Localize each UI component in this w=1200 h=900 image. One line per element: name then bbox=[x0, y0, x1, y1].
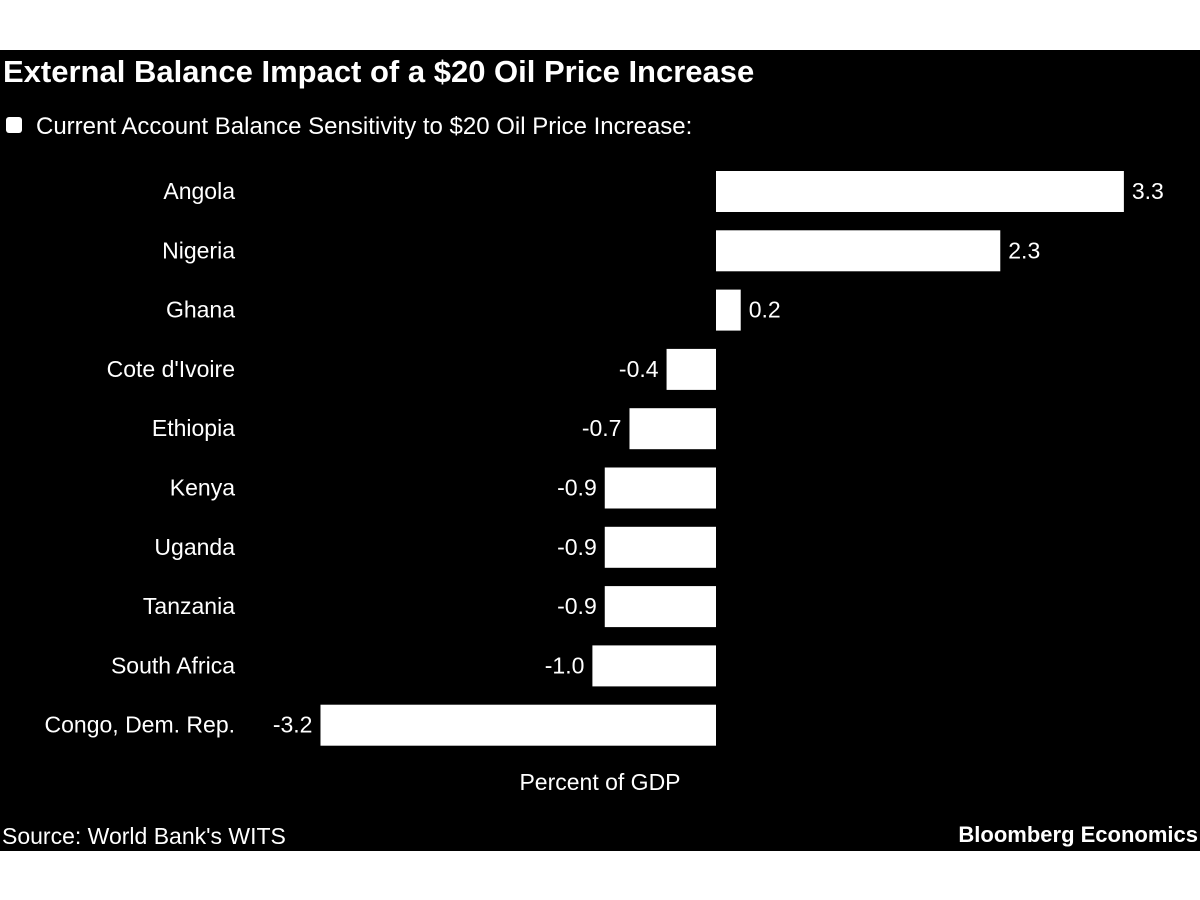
data-label: 3.3 bbox=[1132, 178, 1164, 204]
data-label: 0.2 bbox=[749, 297, 781, 323]
brand-label: Bloomberg Economics bbox=[958, 822, 1198, 847]
legend-swatch bbox=[6, 117, 22, 133]
data-label: -0.9 bbox=[557, 534, 597, 560]
bar bbox=[320, 704, 716, 746]
category-label: South Africa bbox=[111, 652, 235, 678]
data-label: -0.4 bbox=[619, 356, 659, 382]
category-label: Angola bbox=[163, 178, 235, 204]
data-label: -3.2 bbox=[273, 712, 313, 738]
x-axis-label: Percent of GDP bbox=[519, 769, 680, 795]
data-label: -0.9 bbox=[557, 593, 597, 619]
category-label: Nigeria bbox=[162, 237, 235, 263]
data-label: -0.9 bbox=[557, 475, 597, 501]
chart-title: External Balance Impact of a $20 Oil Pri… bbox=[3, 54, 754, 89]
bar bbox=[629, 408, 716, 450]
bar bbox=[604, 526, 716, 568]
bar bbox=[604, 586, 716, 628]
bar bbox=[716, 171, 1124, 212]
data-label: -1.0 bbox=[545, 652, 585, 678]
category-label: Ethiopia bbox=[152, 415, 235, 441]
data-label: 2.3 bbox=[1008, 237, 1040, 263]
bar bbox=[716, 289, 741, 331]
bar bbox=[604, 467, 716, 509]
bar bbox=[666, 348, 716, 390]
data-label: -0.7 bbox=[582, 415, 622, 441]
category-label: Uganda bbox=[154, 534, 235, 560]
source-note: Source: World Bank's WITS bbox=[2, 823, 286, 849]
bar bbox=[592, 645, 716, 687]
category-label: Kenya bbox=[170, 475, 235, 501]
category-label: Congo, Dem. Rep. bbox=[45, 712, 235, 738]
category-label: Ghana bbox=[166, 297, 235, 323]
category-label: Tanzania bbox=[143, 593, 235, 619]
category-label: Cote d'Ivoire bbox=[107, 356, 235, 382]
bar bbox=[716, 230, 1001, 272]
legend-label: Current Account Balance Sensitivity to $… bbox=[36, 113, 692, 140]
